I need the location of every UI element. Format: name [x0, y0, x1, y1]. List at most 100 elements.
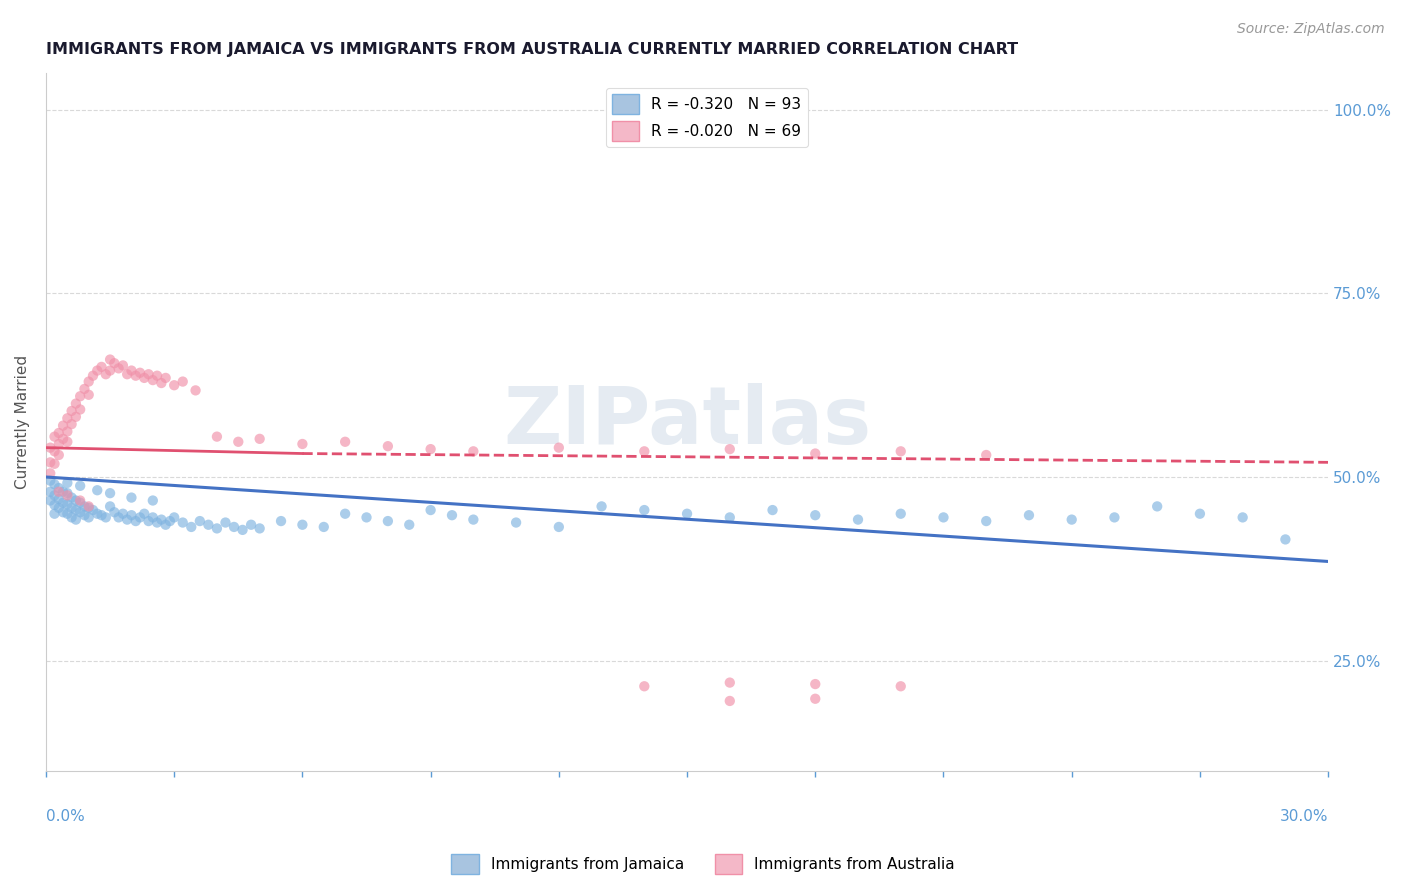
Point	[39, 467, 62, 481]
Point	[1274, 533, 1296, 547]
Point	[56, 411, 79, 425]
Point	[377, 514, 399, 528]
Point	[82, 368, 104, 383]
Point	[633, 679, 655, 693]
Point	[974, 448, 997, 462]
Point	[134, 371, 156, 385]
Point	[1188, 507, 1211, 521]
Point	[90, 508, 112, 523]
Point	[249, 432, 271, 446]
Point	[188, 514, 211, 528]
Point	[120, 491, 142, 505]
Point	[205, 430, 228, 444]
Point	[676, 507, 699, 521]
Point	[60, 500, 83, 515]
Point	[77, 500, 100, 514]
Point	[1060, 513, 1083, 527]
Point	[846, 513, 869, 527]
Legend: R = -0.320   N = 93, R = -0.020   N = 69: R = -0.320 N = 93, R = -0.020 N = 69	[606, 87, 807, 147]
Point	[39, 455, 62, 469]
Point	[214, 516, 236, 530]
Point	[52, 432, 75, 446]
Point	[48, 491, 70, 506]
Point	[142, 493, 165, 508]
Point	[69, 402, 91, 417]
Point	[232, 523, 254, 537]
Point	[1104, 510, 1126, 524]
Point	[44, 477, 66, 491]
Point	[419, 503, 441, 517]
Point	[65, 409, 87, 424]
Point	[333, 507, 356, 521]
Point	[718, 442, 741, 456]
Point	[115, 368, 138, 382]
Point	[249, 521, 271, 535]
Point	[98, 352, 121, 367]
Point	[138, 514, 160, 528]
Point	[142, 510, 165, 524]
Point	[56, 488, 79, 502]
Point	[77, 375, 100, 389]
Point	[240, 517, 263, 532]
Point	[155, 517, 177, 532]
Point	[134, 507, 156, 521]
Point	[52, 505, 75, 519]
Point	[86, 363, 108, 377]
Point	[44, 430, 66, 444]
Point	[115, 513, 138, 527]
Point	[226, 434, 249, 449]
Point	[172, 375, 194, 389]
Point	[52, 418, 75, 433]
Point	[1018, 508, 1040, 523]
Point	[77, 388, 100, 402]
Point	[547, 520, 569, 534]
Point	[65, 493, 87, 508]
Point	[890, 444, 912, 458]
Point	[65, 513, 87, 527]
Point	[184, 384, 207, 398]
Point	[761, 503, 783, 517]
Point	[44, 444, 66, 458]
Point	[111, 359, 134, 373]
Point	[48, 448, 70, 462]
Point	[146, 516, 169, 530]
Point	[73, 500, 96, 514]
Point	[39, 493, 62, 508]
Point	[333, 434, 356, 449]
Point	[60, 491, 83, 505]
Point	[129, 510, 152, 524]
Point	[312, 520, 335, 534]
Point	[60, 404, 83, 418]
Point	[1232, 510, 1254, 524]
Point	[804, 446, 827, 460]
Point	[125, 514, 148, 528]
Point	[69, 479, 91, 493]
Point	[291, 437, 314, 451]
Point	[94, 368, 117, 382]
Point	[146, 368, 169, 383]
Point	[56, 486, 79, 500]
Point	[73, 382, 96, 396]
Text: 30.0%: 30.0%	[1279, 809, 1329, 824]
Point	[633, 503, 655, 517]
Point	[356, 510, 378, 524]
Point	[633, 444, 655, 458]
Point	[1146, 500, 1168, 514]
Point	[222, 520, 245, 534]
Point	[197, 517, 219, 532]
Point	[129, 366, 152, 380]
Point	[65, 503, 87, 517]
Point	[270, 514, 292, 528]
Point	[377, 439, 399, 453]
Point	[48, 481, 70, 495]
Point	[90, 359, 112, 374]
Point	[48, 425, 70, 440]
Point	[44, 457, 66, 471]
Point	[155, 371, 177, 385]
Point	[48, 484, 70, 499]
Point	[180, 520, 202, 534]
Point	[718, 510, 741, 524]
Point	[77, 500, 100, 515]
Point	[172, 516, 194, 530]
Point	[974, 514, 997, 528]
